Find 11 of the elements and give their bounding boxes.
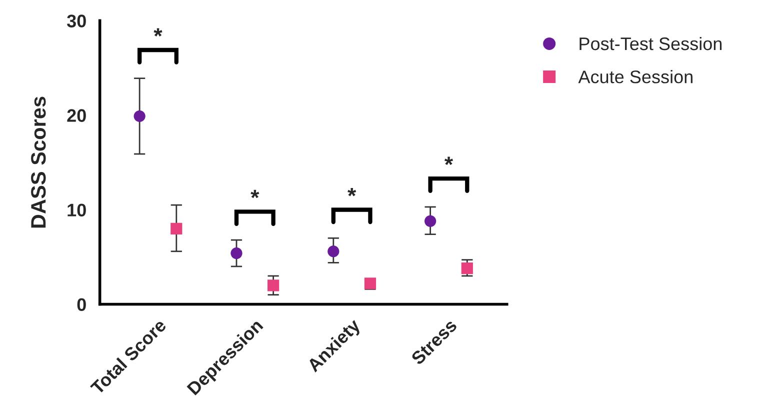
annotation: * [348,188,356,196]
y-tick-label: 20 [67,109,86,122]
y-tick-label: 10 [68,204,86,216]
annotation: * [154,28,162,36]
y-tick-label: 0 [77,298,86,312]
annotation: * [250,190,260,198]
annotation: * [444,156,454,166]
legend-label: Post-Test Session [580,36,722,50]
legend-label: Acute Session [578,70,692,84]
y-axis-title: DASS Scores [31,96,46,228]
y-tick-label: 30 [66,14,86,28]
